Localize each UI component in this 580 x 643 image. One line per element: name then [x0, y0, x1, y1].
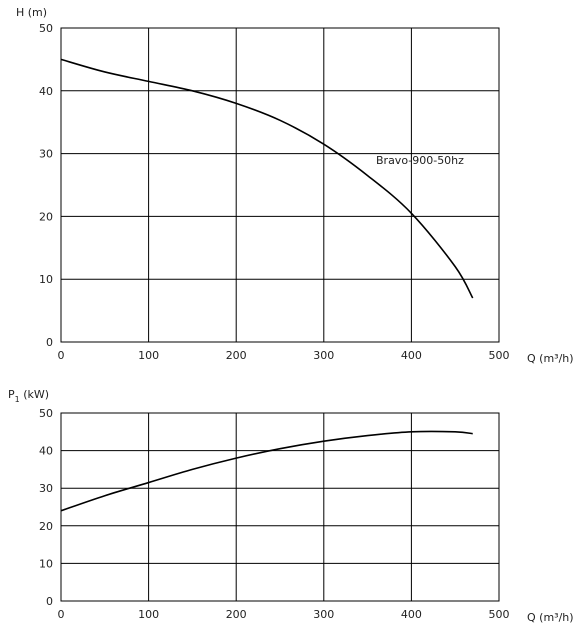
head-grid	[60, 27, 500, 343]
head-plot-frame	[60, 27, 500, 343]
power-y-axis-label: P1 (kW)	[8, 388, 49, 404]
head-curve-line	[60, 58, 474, 299]
head-x-tick-label: 200	[226, 349, 247, 362]
head-x-ticks: 0 100 200 300 400 500	[58, 349, 510, 362]
head-chart: H (m) Q (m³/h) Bravo-900-50hz 0 100 200 300…	[16, 6, 574, 365]
power-x-tick-label: 0	[58, 608, 65, 621]
head-x-tick-label: 500	[489, 349, 510, 362]
head-x-tick-label: 300	[313, 349, 334, 362]
power-y-tick-label: 20	[39, 520, 53, 533]
head-curves	[60, 58, 474, 299]
power-y-label-unit: (kW)	[20, 388, 49, 401]
power-x-ticks: 0 100 200 300 400 500	[58, 608, 510, 621]
power-curves	[60, 430, 473, 512]
power-chart: P1 (kW) Q (m³/h) 0 100 200 300 400 500 0 10 20 3…	[8, 388, 574, 624]
head-y-tick-label: 50	[39, 22, 53, 35]
power-x-tick-label: 400	[401, 608, 422, 621]
head-x-tick-label: 400	[401, 349, 422, 362]
head-x-axis-label: Q (m³/h)	[527, 352, 574, 365]
power-x-tick-label: 300	[313, 608, 334, 621]
power-y-tick-label: 10	[39, 557, 53, 570]
head-y-tick-label: 0	[46, 336, 53, 349]
power-y-label-sub: 1	[15, 395, 20, 404]
power-curve-line	[60, 430, 473, 512]
power-y-label-main: P	[8, 388, 15, 401]
power-y-tick-label: 50	[39, 407, 53, 420]
power-y-tick-label: 30	[39, 482, 53, 495]
head-y-tick-label: 30	[39, 148, 53, 161]
power-x-tick-label: 200	[226, 608, 247, 621]
power-grid	[60, 412, 500, 602]
power-x-tick-label: 500	[489, 608, 510, 621]
power-x-axis-label: Q (m³/h)	[527, 611, 574, 624]
head-y-axis-label: H (m)	[16, 6, 47, 19]
head-y-ticks: 0 10 20 30 40 50	[39, 22, 53, 349]
power-plot-frame	[60, 412, 500, 602]
power-y-tick-label: 40	[39, 445, 53, 458]
power-x-tick-label: 100	[138, 608, 159, 621]
head-y-tick-label: 40	[39, 85, 53, 98]
power-y-tick-label: 0	[46, 595, 53, 608]
head-x-tick-label: 100	[138, 349, 159, 362]
head-series-label: Bravo-900-50hz	[376, 154, 464, 167]
head-y-tick-label: 20	[39, 210, 53, 223]
head-x-tick-label: 0	[58, 349, 65, 362]
power-y-ticks: 0 10 20 30 40 50	[39, 407, 53, 608]
head-y-tick-label: 10	[39, 273, 53, 286]
